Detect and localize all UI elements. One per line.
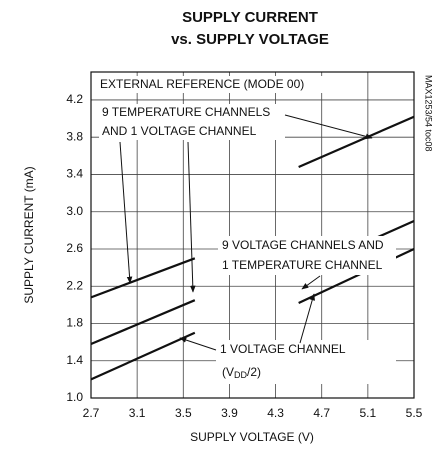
x-tick-label: 2.7 <box>83 406 100 420</box>
arrow <box>187 141 196 293</box>
arrow <box>299 293 315 344</box>
label-bg <box>216 340 396 384</box>
y-tick-label: 3.4 <box>66 167 83 181</box>
data-line <box>90 115 415 299</box>
chart-title: vs. SUPPLY VOLTAGE <box>171 31 329 48</box>
annotation: 9 TEMPERATURE CHANNELS <box>102 105 270 119</box>
annotation: AND 1 VOLTAGE CHANNEL <box>102 124 257 138</box>
x-tick-label: 3.9 <box>221 406 238 420</box>
x-tick-label: 4.7 <box>313 406 330 420</box>
label-bg <box>218 236 396 275</box>
x-tick-label: 3.1 <box>129 406 146 420</box>
annotation: 9 VOLTAGE CHANNELS AND <box>222 238 384 252</box>
arrow <box>179 337 217 351</box>
label-bg <box>97 76 325 93</box>
y-tick-label: 2.2 <box>66 278 83 292</box>
annotation: EXTERNAL REFERENCE (MODE 00) <box>100 77 304 91</box>
annotation-part: DD <box>234 370 247 380</box>
y-tick-label: 3.8 <box>66 129 83 143</box>
y-tick-label: 1.4 <box>66 353 83 367</box>
x-axis-label: SUPPLY VOLTAGE (V) <box>190 430 314 444</box>
y-tick-label: 2.6 <box>66 241 83 255</box>
figure-note: MAX1253/54 toc08 <box>424 75 434 152</box>
y-axis-label: SUPPLY CURRENT (mA) <box>22 166 36 303</box>
x-tick-label: 3.5 <box>175 406 192 420</box>
annotation: 1 VOLTAGE CHANNEL <box>220 342 346 356</box>
y-tick-label: 3.0 <box>66 204 83 218</box>
arrow <box>119 141 133 284</box>
y-tick-label: 1.0 <box>66 390 83 404</box>
label-bg <box>99 104 285 140</box>
arrow <box>301 275 321 290</box>
annotation: (VDD/2) <box>222 365 261 380</box>
x-tick-label: 5.1 <box>360 406 377 420</box>
annotation-part: (V <box>222 365 234 379</box>
plot-frame <box>90 71 415 399</box>
annotation: 1 TEMPERATURE CHANNEL <box>222 258 383 272</box>
y-tick-label: 4.2 <box>66 92 83 106</box>
chart-title: SUPPLY CURRENT <box>182 9 318 26</box>
annotation-part: /2) <box>247 365 261 379</box>
x-tick-label: 4.3 <box>267 406 284 420</box>
arrow <box>284 114 373 140</box>
x-tick-label: 5.5 <box>406 406 423 420</box>
y-tick-label: 1.8 <box>66 316 83 330</box>
